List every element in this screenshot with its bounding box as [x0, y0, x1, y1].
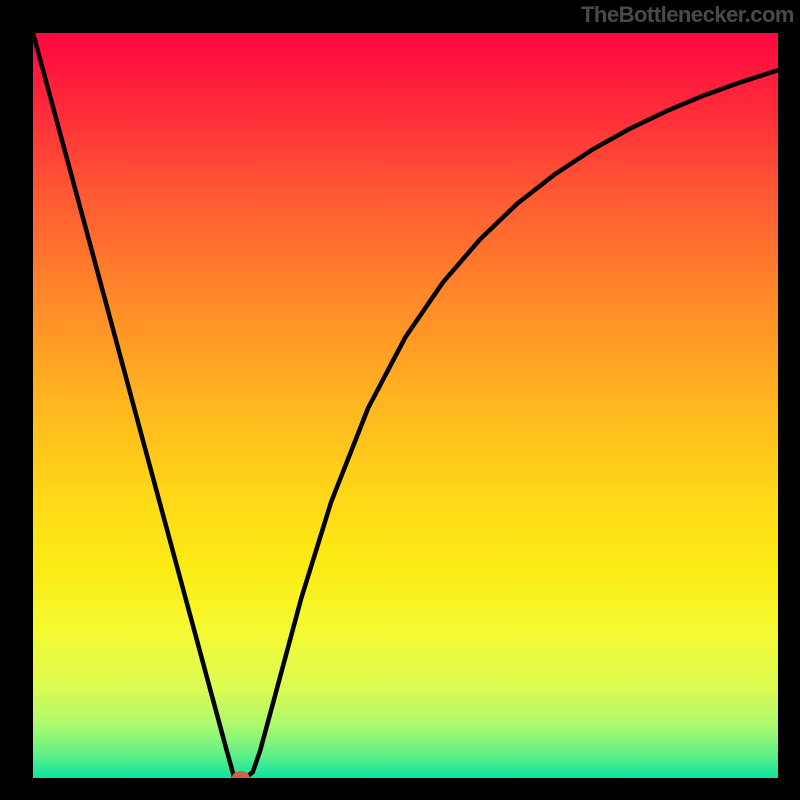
bottleneck-curve	[33, 33, 778, 778]
chart-container: TheBottlenecker.com	[0, 0, 800, 800]
plot-area	[33, 33, 778, 778]
watermark-text: TheBottlenecker.com	[581, 2, 794, 28]
chart-svg	[33, 33, 778, 778]
